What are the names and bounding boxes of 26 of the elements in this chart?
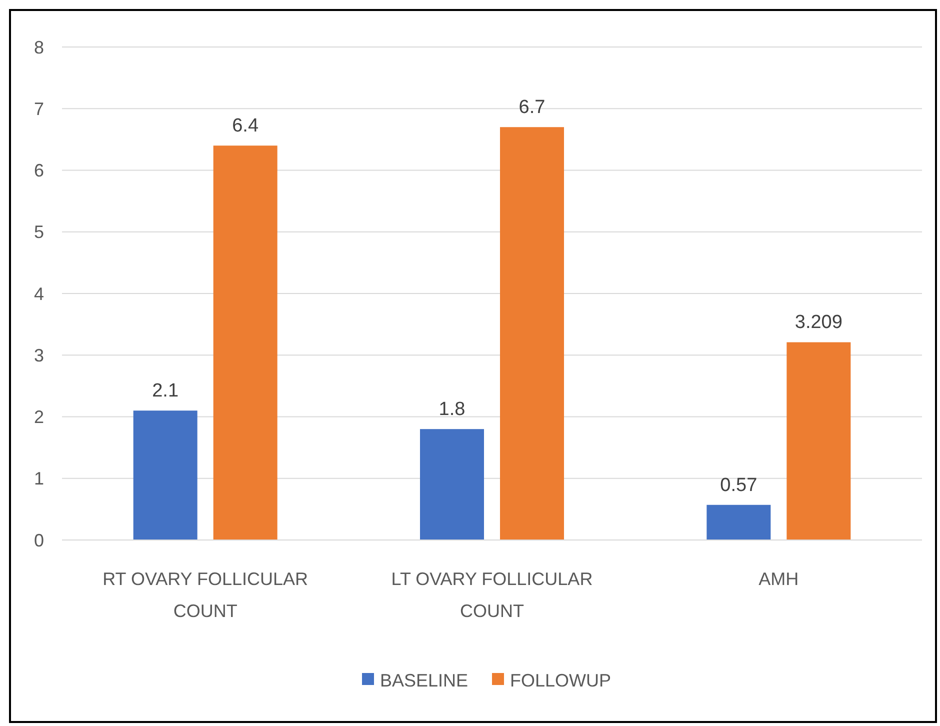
bar	[133, 410, 198, 540]
legend-label: BASELINE	[380, 670, 468, 690]
bar	[706, 504, 771, 540]
y-tick-label: 1	[34, 468, 44, 489]
y-tick-label: 5	[34, 222, 44, 242]
bar	[213, 146, 278, 540]
data-label: 6.4	[232, 116, 259, 137]
x-tick-label: AMH	[758, 569, 799, 589]
data-label: 2.1	[152, 380, 179, 402]
x-tick-label: RT OVARY FOLLICULAR COUNT	[102, 569, 308, 621]
y-tick-label: 3	[34, 345, 44, 366]
bar	[786, 342, 851, 540]
y-tick-label: 4	[34, 284, 44, 304]
y-tick-label: 2	[34, 407, 44, 428]
bar	[500, 127, 564, 540]
x-tick-label: LT OVARY FOLLICULAR COUNT	[391, 569, 593, 621]
data-label: 1.8	[438, 399, 466, 420]
data-label: 3.209	[794, 312, 842, 334]
data-label: 0.57	[720, 474, 758, 496]
data-label: 6.7	[518, 97, 546, 118]
bar	[420, 429, 484, 540]
y-tick-label: 0	[34, 530, 44, 550]
y-tick-label: 8	[34, 37, 44, 58]
y-tick-label: 7	[34, 98, 44, 119]
legend-label: FOLLOWUP	[510, 670, 612, 690]
y-tick-label: 6	[34, 160, 44, 181]
